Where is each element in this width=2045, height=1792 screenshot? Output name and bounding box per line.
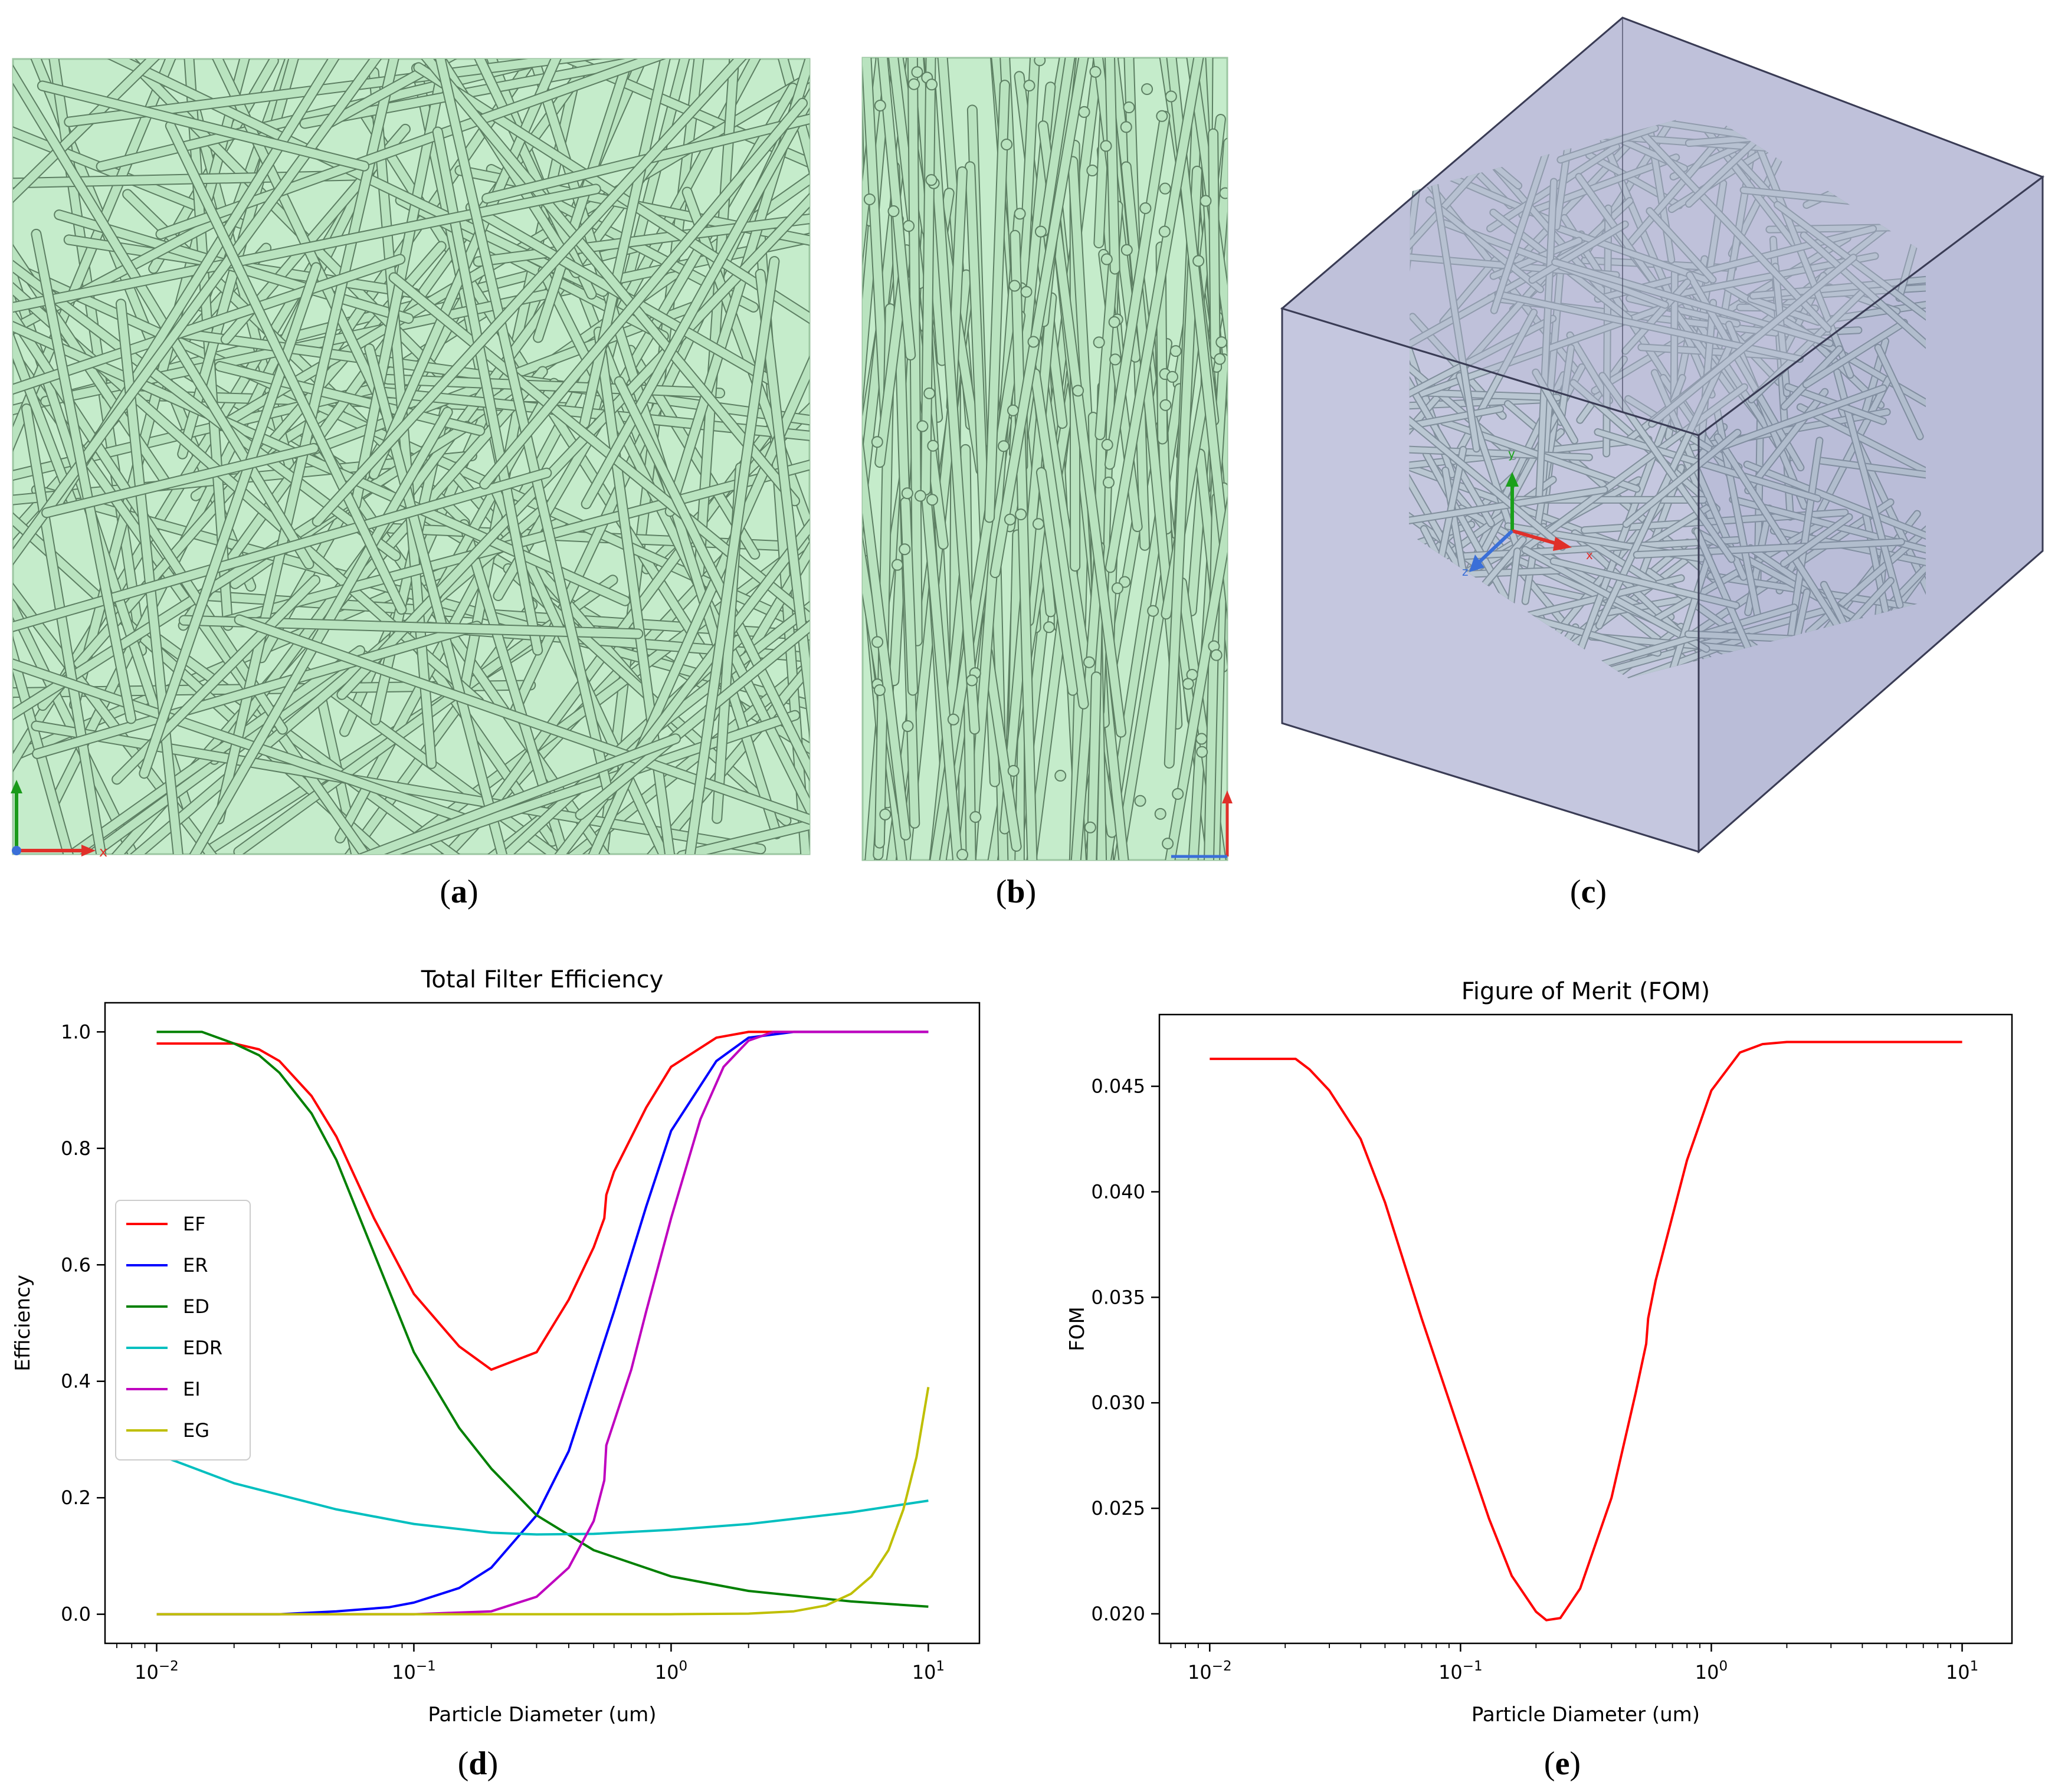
z-axis-triad-icon <box>1478 529 1514 563</box>
fom-title: Figure of Merit (FOM) <box>1461 978 1710 1005</box>
fom-ytick-label: 0.030 <box>1091 1391 1145 1414</box>
efficiency-series-eg <box>156 1387 930 1616</box>
fom-xtick-label: 10−2 <box>1188 1659 1232 1683</box>
fom-xlabel: Particle Diameter (um) <box>1472 1703 1700 1727</box>
fom-ytick-label: 0.035 <box>1091 1286 1145 1308</box>
efficiency-ytick-label: 1.0 <box>61 1020 91 1043</box>
efficiency-ytick-label: 0.2 <box>61 1486 91 1509</box>
legend-label-eg: EG <box>183 1419 209 1442</box>
x-axis-glyph: x <box>1586 548 1593 562</box>
efficiency-series-edr <box>156 1453 929 1536</box>
efficiency-xtick-label: 10−2 <box>135 1659 179 1683</box>
panel-label-e: (e) <box>1543 1745 1581 1782</box>
fiber-renderings: x y x z <box>11 17 2045 861</box>
efficiency-title: Total Filter Efficiency <box>421 966 664 993</box>
domain-box-isometric-image: y x z <box>1280 17 2045 854</box>
fom-ytick-label: 0.040 <box>1091 1180 1145 1203</box>
panel-label-c: (c) <box>1569 874 1607 910</box>
efficiency-xtick-label: 101 <box>912 1659 945 1683</box>
efficiency-series-ef <box>156 1030 929 1371</box>
fom-frame <box>1158 1013 2013 1645</box>
fom-xtick-label: 10−1 <box>1438 1659 1483 1683</box>
fiber-side-view-image <box>861 57 1233 861</box>
efficiency-ytick-label: 0.0 <box>61 1603 91 1626</box>
efficiency-xtick-label: 10−1 <box>392 1659 436 1683</box>
y-axis-glyph: y <box>1508 447 1515 461</box>
fom-xtick-label: 100 <box>1695 1659 1728 1683</box>
efficiency-xtick-label: 100 <box>655 1659 687 1683</box>
fom-ytick-label: 0.045 <box>1091 1075 1145 1098</box>
fom-series-fom <box>1210 1041 1962 1622</box>
efficiency-legend: EF ER ED EDR EI EG <box>115 1200 251 1460</box>
x-axis-triad-icon <box>1512 529 1558 546</box>
efficiency-series-ed <box>156 1030 929 1608</box>
legend-label-ef: EF <box>183 1213 206 1235</box>
efficiency-ytick-label: 0.4 <box>61 1370 91 1393</box>
fom-ylabel: FOM <box>1066 1307 1089 1351</box>
fom-ytick-label: 0.025 <box>1091 1497 1145 1519</box>
panel-label-b: (b) <box>995 874 1037 910</box>
fom-ytick-label: 0.020 <box>1091 1603 1145 1625</box>
z-axis-glyph: z <box>1462 564 1469 579</box>
panel-label-d: (d) <box>457 1745 499 1782</box>
legend-label-ed: ED <box>183 1295 209 1318</box>
x-axis-glyph: x <box>99 844 107 860</box>
legend-label-ei: EI <box>183 1378 201 1400</box>
efficiency-ylabel: Efficiency <box>11 1275 35 1371</box>
panel-label-a: (a) <box>440 874 479 910</box>
fom-xtick-label: 101 <box>1946 1659 1978 1683</box>
efficiency-xlabel: Particle Diameter (um) <box>428 1703 656 1727</box>
legend-label-edr: EDR <box>183 1337 222 1359</box>
efficiency-ytick-label: 0.6 <box>61 1253 91 1276</box>
efficiency-ytick-label: 0.8 <box>61 1137 91 1160</box>
efficiency-series-ei <box>156 1030 929 1616</box>
legend-label-er: ER <box>183 1254 208 1276</box>
efficiency-frame <box>104 1002 981 1645</box>
fiber-top-view-image: x <box>11 58 811 860</box>
